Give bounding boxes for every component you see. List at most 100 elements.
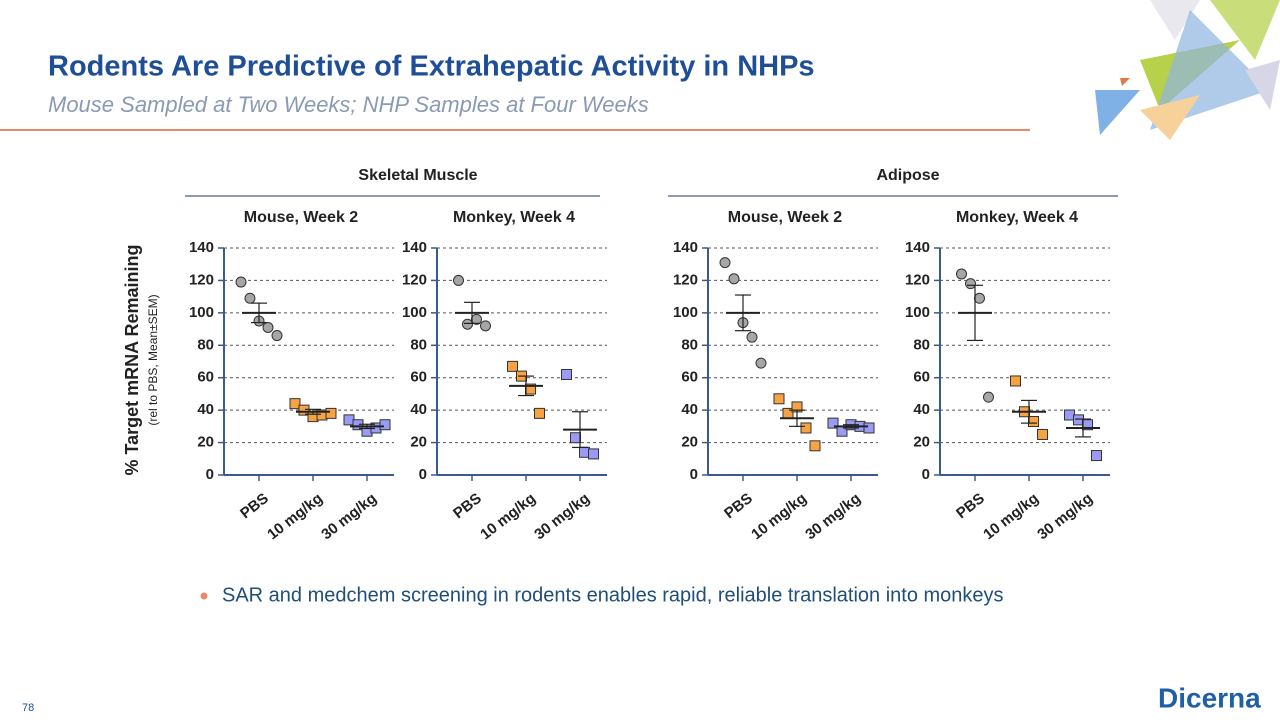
x-tick-label: PBS [721,490,756,522]
data-point [863,422,875,434]
y-tick-label: 40 [197,401,214,418]
y-tick-label: 20 [681,434,698,451]
data-point [570,432,581,444]
chart-title: Mouse, Week 2 [728,209,843,226]
data-point [235,276,247,288]
y-tick-label: 20 [197,434,214,451]
x-tick-label: 10 mg/kg [980,490,1042,543]
data-point [298,404,310,416]
y-tick-label: 100 [905,304,930,321]
y-tick-label: 80 [410,336,427,353]
x-tick-label: 30 mg/kg [531,490,593,543]
data-point [453,274,464,286]
data-point [462,318,473,330]
y-tick-label: 40 [410,401,427,418]
chart-title: Monkey, Week 4 [956,209,1078,226]
chart-title: Mouse, Week 2 [244,209,359,226]
data-point [728,273,740,285]
error-bar [518,375,534,397]
x-tick-label: 30 mg/kg [802,490,864,543]
triangle [1245,60,1280,110]
y-tick-label: 120 [402,271,427,288]
data-point [827,417,839,429]
error-bar [251,302,267,324]
data-point [1028,415,1039,427]
y-tick-label: 60 [913,369,930,386]
y-tick-label: 40 [913,401,930,418]
error-bar [305,408,321,415]
y-tick-label: 60 [197,369,214,386]
y-axis-sublabel: (rel to PBS, Mean±SEM) [146,294,160,425]
y-tick-label: 140 [905,239,930,256]
error-bar [1021,399,1037,424]
x-tick-label: PBS [450,490,485,522]
data-point [719,257,731,269]
page-number: 78 [22,702,34,714]
error-bar [1075,418,1091,438]
data-point [480,320,491,332]
decoration [1095,0,1280,140]
y-tick-label: 120 [189,271,214,288]
chart-title: Monkey, Week 4 [453,209,575,226]
slide-title: Rodents Are Predictive of Extrahepatic A… [48,51,815,83]
data-point [800,422,812,434]
data-point [271,330,283,342]
y-tick-label: 140 [402,239,427,256]
x-tick-label: PBS [237,490,272,522]
y-tick-label: 40 [681,401,698,418]
data-point [379,419,391,431]
error-bar [789,409,805,427]
error-bar [464,301,480,324]
group-title: Adipose [876,167,939,184]
data-point [956,268,967,280]
x-tick-label: 10 mg/kg [264,490,326,543]
data-point [1091,450,1102,462]
logo: Dicerna [1158,682,1261,713]
y-tick-label: 100 [402,304,427,321]
y-tick-label: 0 [206,466,214,483]
slide-subtitle: Mouse Sampled at Two Weeks; NHP Samples … [48,92,649,117]
triangle [1095,90,1140,135]
y-tick-label: 0 [690,466,698,483]
data-point [746,331,758,343]
y-tick-label: 100 [189,304,214,321]
data-point [507,360,518,372]
x-tick-label: 30 mg/kg [318,490,380,543]
data-point [289,398,301,410]
data-point [974,292,985,304]
y-tick-label: 20 [913,434,930,451]
data-point [809,440,821,452]
data-point [773,393,785,405]
y-tick-label: 80 [681,336,698,353]
data-point [262,321,274,333]
data-point [588,448,599,460]
y-tick-label: 140 [189,239,214,256]
x-tick-label: 30 mg/kg [1034,490,1096,543]
group-title: Skeletal Muscle [358,167,477,184]
triangle [1150,0,1200,40]
data-point [244,292,256,304]
data-point [325,407,337,419]
triangle [1140,95,1200,140]
y-tick-label: 80 [913,336,930,353]
error-bar [735,294,751,332]
error-bar [967,284,983,342]
triangle [1120,78,1130,86]
y-tick-label: 120 [905,271,930,288]
error-bar [572,411,588,449]
y-axis-label: % Target mRNA Remaining [122,244,142,475]
x-tick-label: PBS [953,490,988,522]
data-point [755,357,767,369]
x-tick-label: 10 mg/kg [748,490,810,543]
data-point [1037,428,1048,440]
y-tick-label: 60 [410,369,427,386]
y-tick-label: 140 [673,239,698,256]
data-point [983,391,994,403]
error-bar [843,424,859,429]
bullet-dot [200,592,208,600]
bullet-text: SAR and medchem screening in rodents ena… [222,584,1004,606]
data-point [534,407,545,419]
triangle [1210,0,1280,60]
y-tick-label: 60 [681,369,698,386]
data-point [965,278,976,290]
